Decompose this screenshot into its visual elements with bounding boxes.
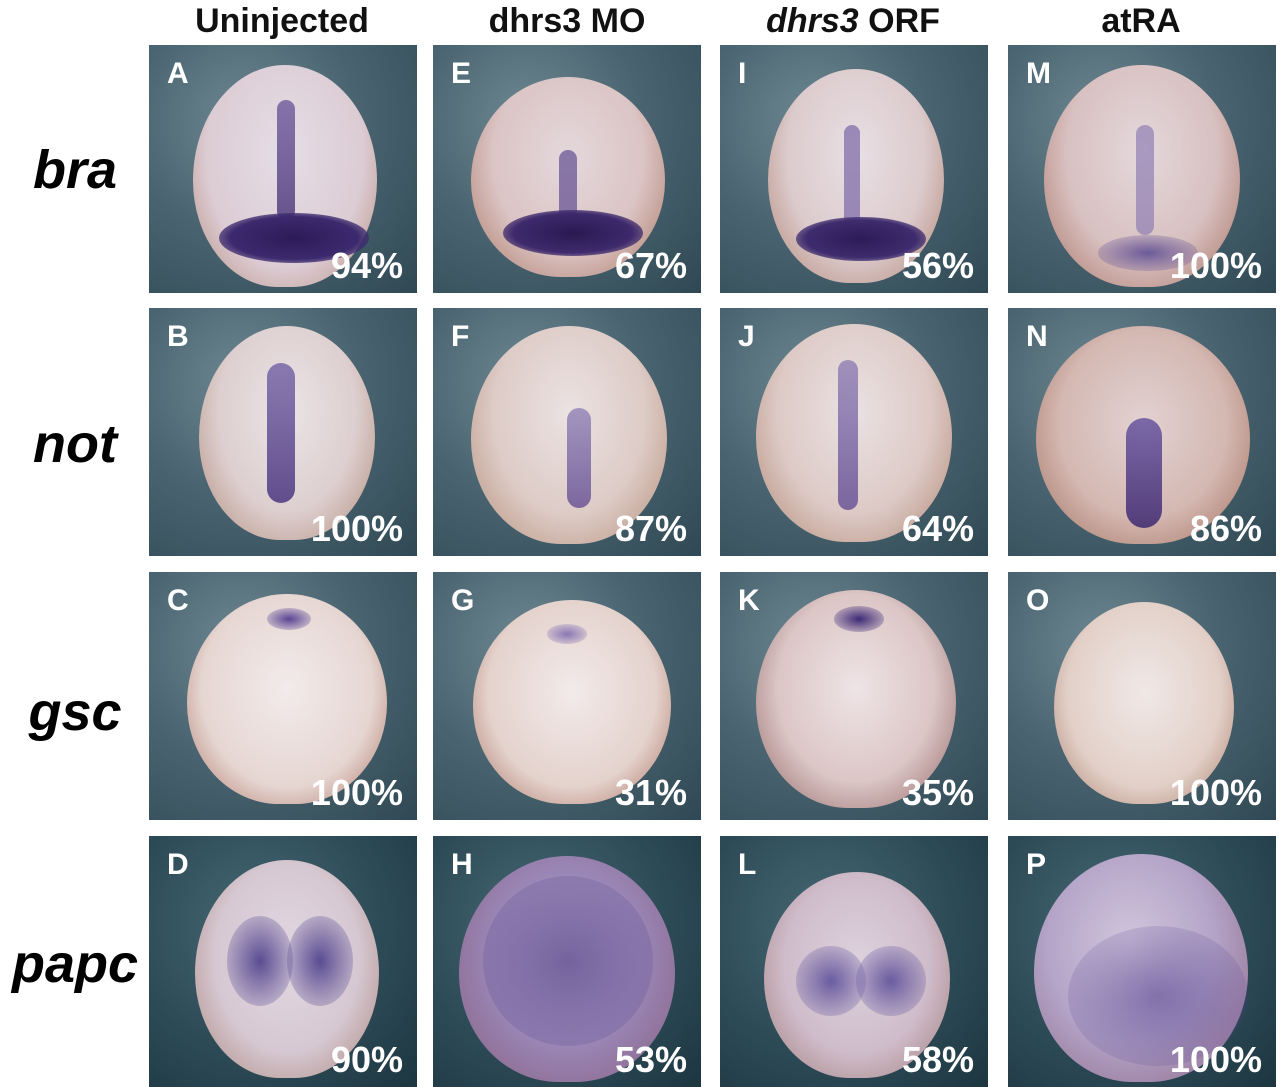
panel-j: J 64%	[720, 308, 988, 556]
panel-letter: P	[1026, 848, 1047, 881]
stain-organizer	[834, 606, 884, 632]
stain-right-domain	[287, 916, 353, 1006]
panel-letter: B	[167, 320, 189, 353]
panel-letter: O	[1026, 584, 1050, 617]
stain-left-domain	[227, 916, 293, 1006]
panel-b: B 100%	[149, 308, 417, 556]
panel-percent: 31%	[614, 772, 687, 813]
stain-notochord	[267, 363, 295, 503]
panel-a: A 94%	[149, 45, 417, 293]
panel-percent: 100%	[1169, 1039, 1262, 1080]
panel-letter: M	[1026, 57, 1051, 90]
panel-percent: 56%	[901, 245, 974, 286]
panel-letter: C	[167, 584, 189, 617]
stain-band	[1098, 235, 1198, 271]
stain-domain	[483, 876, 653, 1046]
stain-domain	[1068, 926, 1248, 1066]
column-header-dhrs3-mo: dhrs3 MO	[432, 0, 702, 42]
column-header-label: Uninjected	[195, 1, 369, 40]
panel-percent: 58%	[901, 1039, 974, 1080]
panel-h: H 53%	[433, 836, 701, 1087]
panel-letter: J	[738, 320, 755, 353]
embryo	[1054, 602, 1234, 804]
stain-organizer	[547, 624, 587, 644]
column-header-label: atRA	[1101, 1, 1181, 40]
stain-left-domain	[796, 946, 866, 1016]
column-header-label: dhrs3 MO	[488, 1, 646, 40]
panel-l: L 58%	[720, 836, 988, 1087]
column-header-gene: dhrs3	[766, 1, 859, 40]
panel-c: C 100%	[149, 572, 417, 820]
panel-percent: 100%	[1169, 245, 1262, 286]
row-label-bra: bra	[32, 140, 118, 200]
panel-percent: 100%	[310, 772, 403, 813]
panel-m: M 100%	[1008, 45, 1276, 293]
column-header-uninjected: Uninjected	[147, 0, 417, 42]
column-header-suffix: ORF	[858, 1, 940, 40]
panel-percent: 87%	[614, 508, 687, 549]
panel-i: I 56%	[720, 45, 988, 293]
panel-g: G 31%	[433, 572, 701, 820]
stain-midline	[1136, 125, 1154, 235]
panel-percent: 64%	[901, 508, 974, 549]
panel-letter: N	[1026, 320, 1048, 353]
panel-o: O 100%	[1008, 572, 1276, 820]
stain-midline	[559, 150, 577, 220]
column-header-dhrs3-orf: dhrs3 ORF	[718, 0, 988, 42]
panel-d: D 90%	[149, 836, 417, 1087]
row-label-not: not	[33, 414, 117, 474]
panel-percent: 35%	[901, 772, 974, 813]
panel-percent: 67%	[614, 245, 687, 286]
panel-k: K 35%	[720, 572, 988, 820]
stain-notochord	[1126, 418, 1162, 528]
panel-letter: F	[451, 320, 470, 353]
stain-notochord	[567, 408, 591, 508]
panel-letter: I	[738, 57, 747, 90]
panel-letter: D	[167, 848, 189, 881]
panel-p: P 100%	[1008, 836, 1276, 1087]
panel-percent: 53%	[614, 1039, 687, 1080]
stain-midline	[844, 125, 860, 225]
panel-percent: 86%	[1189, 508, 1262, 549]
stain-notochord	[838, 360, 858, 510]
stain-band	[219, 213, 369, 263]
panel-e: E 67%	[433, 45, 701, 293]
row-label-gsc: gsc	[28, 682, 122, 742]
stain-band	[503, 210, 643, 256]
row-label-papc: papc	[11, 934, 139, 994]
panel-percent: 100%	[1169, 772, 1262, 813]
panel-percent: 90%	[330, 1039, 403, 1080]
panel-percent: 100%	[310, 508, 403, 549]
panel-percent: 94%	[330, 245, 403, 286]
panel-letter: A	[167, 57, 189, 90]
panel-f: F 87%	[433, 308, 701, 556]
stain-band	[796, 217, 926, 261]
stain-right-domain	[856, 946, 926, 1016]
panel-letter: E	[451, 57, 472, 90]
column-header-atra: atRA	[1006, 0, 1276, 42]
stain-organizer	[267, 608, 311, 630]
panel-letter: G	[451, 584, 475, 617]
panel-letter: K	[738, 584, 760, 617]
stain-midline	[277, 100, 295, 220]
panel-letter: L	[738, 848, 757, 881]
panel-letter: H	[451, 848, 473, 881]
panel-n: N 86%	[1008, 308, 1276, 556]
